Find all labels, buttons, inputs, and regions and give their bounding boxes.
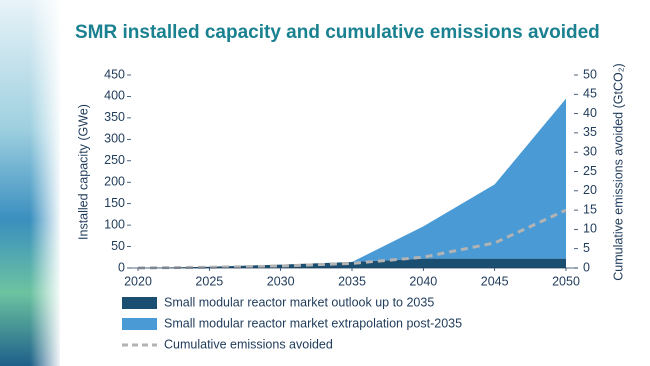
y2-tick-label: 35 <box>583 125 597 139</box>
x-tick-label: 2045 <box>481 274 509 288</box>
y-tick-label: 50 <box>111 239 125 253</box>
y-tick-label: 350 <box>104 110 125 124</box>
y2-axis-title: Cumulative emissions avoided (GtCO₂) <box>611 63 625 280</box>
y-tick-label: 200 <box>104 175 125 189</box>
legend-label: Small modular reactor market extrapolati… <box>164 316 462 330</box>
x-tick-label: 2050 <box>552 274 580 288</box>
y-tick-label: 150 <box>104 196 125 210</box>
area <box>352 98 566 262</box>
y2-tick-label: 45 <box>583 87 597 101</box>
y2-tick-label: 20 <box>583 183 597 197</box>
y-axis-title: Installed capacity (GWe) <box>76 104 90 240</box>
decorative-fade <box>30 0 62 366</box>
y-tick-label: 0 <box>118 260 125 274</box>
area <box>138 258 566 268</box>
y2-tick-label: 30 <box>583 144 597 158</box>
y-tick-label: 250 <box>104 153 125 167</box>
legend-label: Cumulative emissions avoided <box>164 337 333 351</box>
y-tick-label: 300 <box>104 132 125 146</box>
legend-label: Small modular reactor market outlook up … <box>164 295 434 309</box>
x-tick-label: 2040 <box>409 274 437 288</box>
y-tick-label: 400 <box>104 89 125 103</box>
y2-tick-label: 40 <box>583 106 597 120</box>
x-tick-label: 2035 <box>338 274 366 288</box>
y2-tick-label: 10 <box>583 222 597 236</box>
chart-title: SMR installed capacity and cumulative em… <box>75 22 600 43</box>
legend-swatch <box>122 297 157 309</box>
y2-tick-label: 25 <box>583 164 597 178</box>
y-tick-label: 100 <box>104 217 125 231</box>
y-tick-label: 450 <box>104 67 125 81</box>
legend-swatch <box>122 318 157 330</box>
x-tick-label: 2025 <box>195 274 223 288</box>
y2-tick-label: 50 <box>583 67 597 81</box>
y2-tick-label: 5 <box>583 241 590 255</box>
y2-tick-label: 0 <box>583 260 590 274</box>
y2-tick-label: 15 <box>583 202 597 216</box>
x-tick-label: 2030 <box>267 274 295 288</box>
x-tick-label: 2020 <box>124 274 152 288</box>
